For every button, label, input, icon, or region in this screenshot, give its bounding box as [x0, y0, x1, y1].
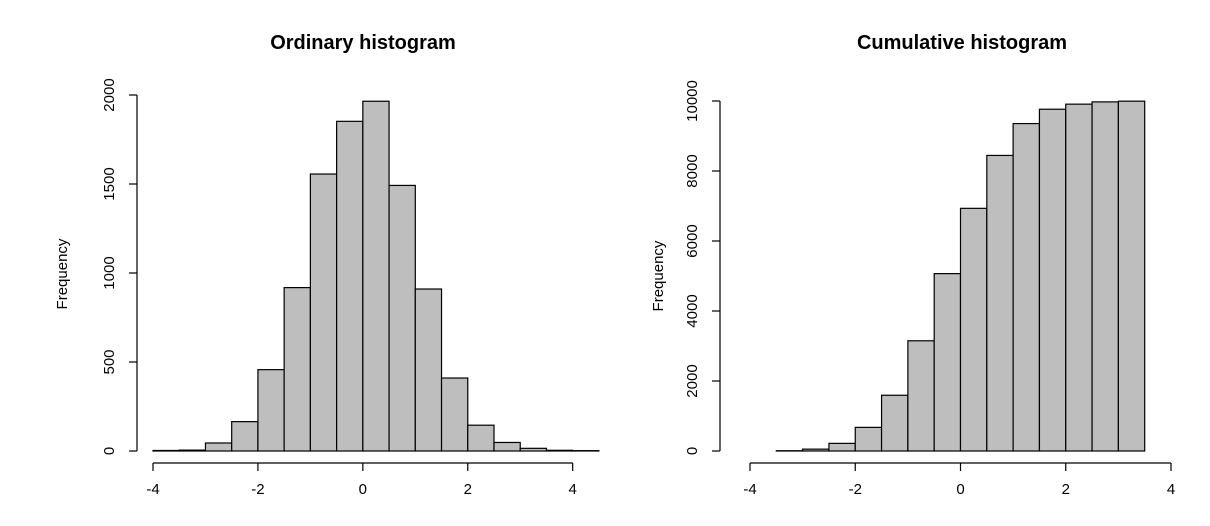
histogram-bar — [309, 173, 338, 452]
histogram-bar — [362, 100, 390, 452]
histogram-bar — [986, 154, 1014, 452]
histogram-bar — [231, 421, 259, 452]
y-tick-label: 4000 — [684, 294, 701, 327]
x-tick-label: 0 — [359, 481, 367, 498]
histogram-bar — [1091, 101, 1119, 452]
histogram-bar — [204, 442, 233, 452]
y-tick-label: 10000 — [684, 80, 701, 122]
chart-title: Ordinary histogram — [270, 32, 456, 54]
chart-title: Cumulative histogram — [857, 32, 1067, 54]
y-tick-label: 2000 — [101, 78, 118, 111]
y-tick-label: 500 — [101, 349, 118, 374]
x-tick-label: 0 — [956, 481, 964, 498]
histogram-bar — [1065, 103, 1093, 452]
histogram-bar — [828, 442, 856, 452]
histogram-bar — [388, 184, 416, 452]
histogram-bar — [854, 426, 883, 452]
histogram-bar — [283, 287, 311, 452]
histogram-bar — [1117, 100, 1146, 452]
histogram-bar — [1038, 108, 1067, 452]
histogram-bar — [880, 394, 909, 452]
x-axis: -4 -2 0 2 4 — [146, 462, 577, 498]
y-tick-label: 2000 — [684, 364, 701, 397]
x-tick-label: 4 — [569, 481, 577, 498]
histogram-bar — [802, 448, 830, 452]
y-tick-label: 0 — [684, 447, 701, 455]
y-tick-label: 1500 — [101, 167, 118, 200]
y-axis: 0 2000 4000 6000 8000 10000 — [684, 80, 721, 455]
x-tick-label: 4 — [1167, 481, 1175, 498]
y-tick-label: 0 — [101, 447, 118, 455]
cumulative-histogram-panel: Cumulative histogram Frequency -4 -2 0 2 4 0 2… — [650, 32, 1175, 498]
x-tick-label: 2 — [1062, 481, 1070, 498]
histogram-bar — [933, 273, 962, 452]
histogram-bar — [178, 449, 207, 452]
histogram-bar — [907, 340, 935, 452]
histogram-bar — [545, 449, 574, 452]
histogram-bar — [257, 369, 285, 452]
y-axis-label: Frequency — [54, 238, 71, 309]
histogram-bar — [152, 449, 180, 452]
histogram-bar — [519, 447, 548, 452]
y-axis: 0 500 1000 1500 2000 — [101, 78, 138, 455]
x-tick-label: -2 — [849, 481, 862, 498]
x-tick-label: -4 — [146, 481, 159, 498]
y-tick-label: 1000 — [101, 256, 118, 289]
bars — [775, 100, 1146, 452]
x-tick-label: -2 — [251, 481, 264, 498]
histogram-bar — [414, 288, 443, 452]
histogram-bar — [336, 120, 364, 452]
histogram-bar — [467, 424, 495, 452]
histogram-bar — [493, 441, 521, 452]
ordinary-histogram-panel: Ordinary histogram Frequency -4 -2 0 2 4 0 500… — [54, 32, 600, 498]
x-tick-label: 2 — [464, 481, 472, 498]
x-tick-label: -4 — [743, 481, 756, 498]
y-axis-label: Frequency — [650, 240, 667, 311]
x-axis: -4 -2 0 2 4 — [743, 462, 1175, 498]
y-tick-label: 6000 — [684, 224, 701, 257]
histogram-bar — [1012, 122, 1041, 452]
bars — [152, 100, 600, 452]
histogram-bar — [959, 207, 988, 452]
histogram-bar — [440, 377, 469, 452]
y-tick-label: 8000 — [684, 154, 701, 187]
